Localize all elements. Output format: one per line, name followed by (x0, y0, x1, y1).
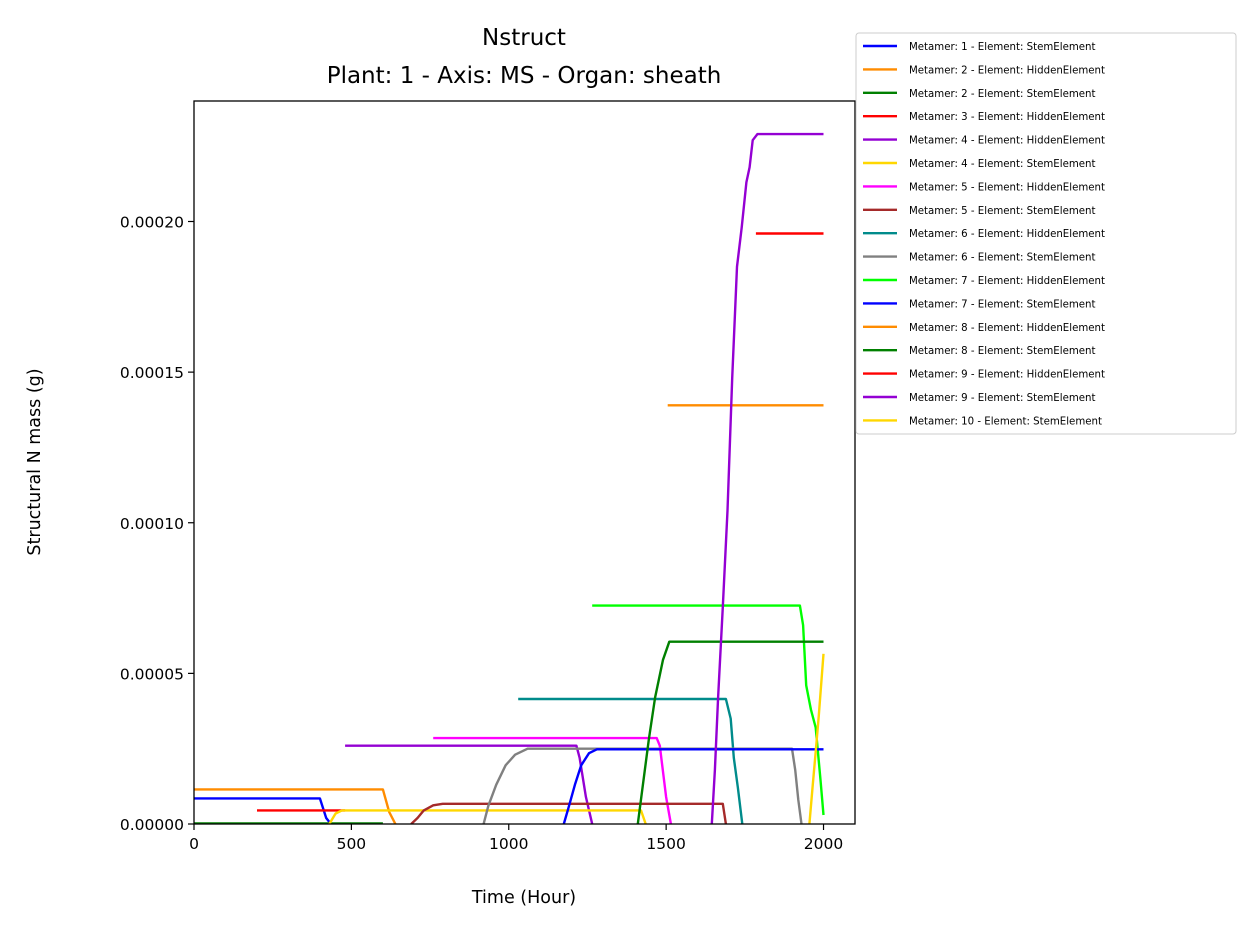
series-line-8 (410, 802, 728, 824)
y-tick-label: 0.00015 (120, 364, 184, 382)
legend-entry-label: Metamer: 6 - Element: HiddenElement (909, 229, 1105, 240)
series-line-17 (808, 653, 825, 824)
x-tick-label: 1500 (646, 835, 685, 853)
y-tick-label: 0.00005 (120, 665, 184, 683)
series-line-9 (518, 697, 744, 824)
legend-entry-label: Metamer: 2 - Element: HiddenElement (909, 65, 1105, 76)
legend-entry-label: Metamer: 8 - Element: StemElement (909, 346, 1095, 357)
y-tick-label: 0.00000 (120, 816, 184, 834)
legend-entry-label: Metamer: 9 - Element: StemElement (909, 393, 1095, 404)
legend-entry-label: Metamer: 10 - Element: StemElement (909, 416, 1102, 427)
x-tick-label: 0 (189, 835, 199, 853)
plot-area-frame (193, 100, 856, 825)
x-axis: 0 500 1000 1500 2000 (189, 824, 843, 853)
series-line-12 (562, 748, 824, 824)
y-axis-label: Structural N mass (g) (25, 368, 45, 555)
series-layer (194, 132, 825, 824)
series-line-11 (592, 604, 825, 816)
series-line-7 (433, 736, 673, 824)
legend-entry-label: Metamer: 2 - Element: StemElement (909, 89, 1095, 100)
legend-entry-label: Metamer: 7 - Element: StemElement (909, 299, 1095, 310)
legend-entry-label: Metamer: 9 - Element: HiddenElement (909, 370, 1105, 381)
chart-subtitle: Plant: 1 - Axis: MS - Organ: sheath (327, 63, 722, 89)
legend-entry-label: Metamer: 5 - Element: HiddenElement (909, 182, 1105, 193)
x-tick-label: 2000 (804, 835, 843, 853)
y-axis: 0.00000 0.00005 0.00010 0.00015 0.00020 (120, 214, 194, 834)
legend-entry-label: Metamer: 6 - Element: StemElement (909, 253, 1095, 264)
legend-entry-label: Metamer: 4 - Element: StemElement (909, 159, 1095, 170)
legend-entry-label: Metamer: 8 - Element: HiddenElement (909, 323, 1105, 334)
legend-entry-label: Metamer: 4 - Element: HiddenElement (909, 136, 1105, 147)
series-line-5 (345, 744, 594, 824)
series-line-2 (194, 788, 397, 824)
legend: Metamer: 1 - Element: StemElement Metamer… (855, 32, 1237, 435)
series-line-10 (482, 747, 803, 824)
series-line-1 (194, 797, 332, 824)
y-tick-label: 0.00010 (120, 515, 184, 533)
y-tick-label: 0.00020 (120, 214, 184, 232)
series-line-16 (710, 132, 824, 824)
legend-entry-label: Metamer: 5 - Element: StemElement (909, 206, 1095, 217)
legend-entry-label: Metamer: 3 - Element: HiddenElement (909, 112, 1105, 123)
x-tick-label: 1000 (489, 835, 528, 853)
x-tick-label: 500 (337, 835, 367, 853)
legend-entry-label: Metamer: 1 - Element: StemElement (909, 42, 1095, 53)
series-line-6 (328, 809, 647, 824)
chart-title: Nstruct (482, 25, 566, 51)
legend-entry-label: Metamer: 7 - Element: HiddenElement (909, 276, 1105, 287)
series-line-14 (636, 640, 824, 824)
legend-frame (855, 32, 1237, 435)
x-axis-label: Time (Hour) (471, 888, 576, 908)
